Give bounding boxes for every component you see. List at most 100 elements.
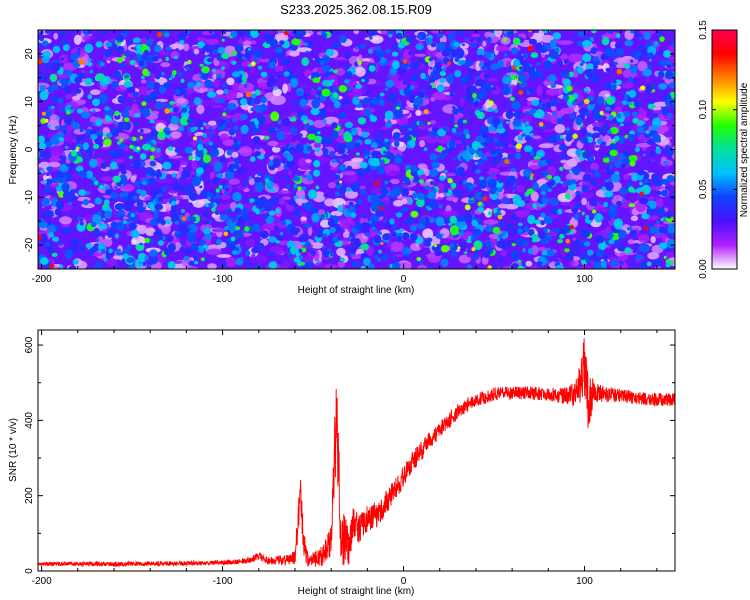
colorbar-ticks: 0.000.050.100.15 [698, 20, 737, 279]
heatmap-cell [489, 148, 497, 155]
heatmap-cell [102, 76, 111, 85]
heatmap-cell [497, 153, 503, 159]
heatmap-cell [345, 71, 353, 78]
heatmap-cell [584, 111, 590, 117]
heatmap-cell [354, 142, 361, 148]
heatmap-cell [356, 168, 364, 178]
heatmap-cell [581, 184, 589, 193]
heatmap-cell [264, 135, 270, 140]
heatmap-cell [605, 167, 610, 172]
heatmap-cell [657, 50, 664, 56]
heatmap-cell [389, 178, 400, 185]
heatmap-cell [288, 199, 296, 206]
heatmap-cell [627, 239, 635, 245]
heatmap-cell [630, 59, 634, 63]
heatmap-cell [268, 160, 274, 166]
heatmap-cell [385, 122, 392, 128]
heatmap-cell [384, 48, 391, 54]
heatmap-cell [40, 257, 49, 265]
heatmap-cell [200, 257, 205, 262]
heatmap-cell [424, 185, 430, 191]
heatmap-cell [254, 89, 261, 96]
heatmap-cell [332, 30, 341, 35]
heatmap-cell [214, 210, 220, 215]
heatmap-cell [142, 68, 149, 76]
heatmap-cell [339, 158, 344, 163]
heatmap-cell [254, 181, 264, 193]
heatmap-cell [593, 171, 601, 178]
heatmap-cell [667, 224, 675, 234]
heatmap-cell [434, 61, 443, 70]
heatmap-cell [459, 97, 465, 107]
heatmap-cell [503, 102, 509, 107]
heatmap-cell [541, 99, 550, 103]
heatmap-cell [493, 137, 499, 144]
heatmap-cell [606, 96, 615, 106]
heatmap-cell [452, 157, 457, 161]
heatmap-cell [373, 254, 379, 260]
heatmap-cell [281, 220, 287, 226]
heatmap-cell [38, 142, 47, 150]
heatmap-cell [508, 232, 513, 236]
heatmap-cell [439, 71, 446, 77]
heatmap-cell [149, 218, 159, 227]
heatmap-cell [150, 147, 156, 152]
heatmap-cell [47, 224, 57, 234]
heatmap-cell [590, 168, 596, 173]
heatmap-peak [569, 224, 574, 230]
heatmap-cell [614, 135, 620, 142]
heatmap-cell [480, 108, 485, 112]
heatmap-cell [331, 158, 337, 163]
heatmap-cell [661, 189, 669, 197]
heatmap-cell [103, 257, 108, 262]
heatmap-cell [420, 182, 433, 187]
heatmap-cell [604, 47, 614, 57]
heatmap-cell [360, 127, 374, 133]
snr-frame [37, 329, 676, 572]
heatmap-cell [139, 135, 143, 140]
heatmap-cell [192, 199, 205, 208]
heatmap-cell [465, 159, 470, 162]
heatmap-cell [486, 167, 500, 175]
heatmap-cell [282, 196, 291, 200]
heatmap-cell [442, 210, 458, 218]
heatmap-cell [639, 37, 643, 40]
heatmap-cell [119, 164, 123, 169]
heatmap-cell [300, 216, 307, 221]
heatmap-cell [149, 90, 159, 100]
heatmap-cell [339, 34, 347, 44]
heatmap-cell [663, 164, 671, 170]
heatmap-cell [170, 115, 180, 125]
heatmap-cell [482, 40, 487, 47]
heatmap-cell [251, 247, 259, 254]
heatmap-cell [416, 257, 422, 262]
heatmap-cell [231, 71, 241, 78]
heatmap-cell [468, 224, 472, 228]
heatmap-cell [643, 179, 649, 184]
heatmap-cell [628, 203, 635, 208]
heatmap-x-tick-label: 100 [576, 274, 593, 285]
heatmap-cell [200, 126, 204, 130]
heatmap-cell [636, 120, 645, 126]
heatmap-cell [155, 101, 164, 110]
heatmap-cell [63, 54, 68, 65]
heatmap-cell [124, 50, 131, 57]
heatmap-cell [38, 230, 49, 236]
heatmap-cell [576, 266, 580, 269]
heatmap-cell [667, 119, 675, 128]
heatmap-cell [626, 182, 632, 188]
heatmap-cell [429, 180, 435, 186]
heatmap-cell [577, 66, 584, 74]
heatmap-cell [83, 34, 91, 42]
heatmap-cell [199, 239, 206, 246]
heatmap-cell [72, 121, 80, 130]
heatmap-cell [322, 233, 328, 238]
heatmap-cell [352, 96, 360, 105]
heatmap-cell [334, 191, 340, 197]
heatmap-cell [395, 212, 403, 218]
heatmap-cell [488, 211, 493, 216]
heatmap-cell [51, 252, 58, 257]
heatmap-cell [375, 251, 379, 255]
heatmap-cell [219, 133, 229, 142]
